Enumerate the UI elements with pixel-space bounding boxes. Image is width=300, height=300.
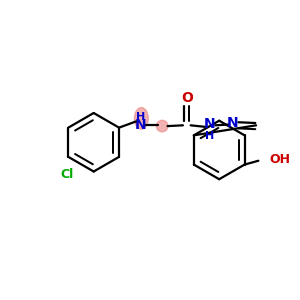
Text: H: H (205, 131, 214, 141)
Text: OH: OH (269, 153, 290, 166)
Ellipse shape (134, 108, 148, 129)
Text: N: N (135, 118, 146, 131)
Text: Cl: Cl (60, 168, 74, 181)
Text: H: H (136, 112, 145, 122)
Text: O: O (181, 91, 193, 105)
Text: N: N (204, 117, 216, 131)
Text: N: N (227, 116, 239, 130)
Ellipse shape (156, 120, 168, 132)
